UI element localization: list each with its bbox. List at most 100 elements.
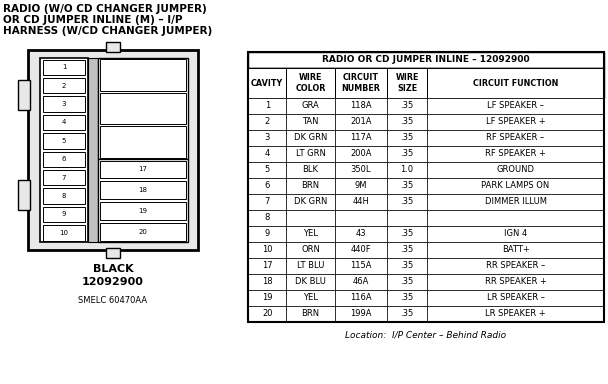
Bar <box>286 226 334 242</box>
Text: 8: 8 <box>264 214 270 222</box>
Bar <box>427 258 604 274</box>
Text: 3: 3 <box>264 134 270 142</box>
Bar <box>248 226 286 242</box>
Text: GROUND: GROUND <box>497 166 534 174</box>
Bar <box>106 42 120 52</box>
Bar <box>334 130 387 146</box>
Bar <box>43 225 85 240</box>
Bar <box>43 133 85 149</box>
Bar <box>248 210 286 226</box>
Text: GRA: GRA <box>302 101 319 111</box>
Bar <box>387 162 427 178</box>
Text: DK GRN: DK GRN <box>294 197 327 207</box>
Text: ORN: ORN <box>301 245 320 255</box>
Bar <box>286 242 334 258</box>
Bar <box>248 68 286 98</box>
Text: .35: .35 <box>401 134 414 142</box>
Text: BRN: BRN <box>302 310 320 318</box>
Bar <box>427 162 604 178</box>
Bar <box>387 178 427 194</box>
Bar <box>248 242 286 258</box>
Text: 44H: 44H <box>353 197 369 207</box>
Bar <box>334 274 387 290</box>
Text: BLK: BLK <box>302 166 319 174</box>
Text: 12092900: 12092900 <box>82 277 144 287</box>
Text: DIMMER ILLUM: DIMMER ILLUM <box>485 197 547 207</box>
Bar <box>427 226 604 242</box>
Bar <box>427 68 604 98</box>
Bar <box>43 207 85 222</box>
Text: 10: 10 <box>60 230 69 236</box>
Text: .35: .35 <box>401 262 414 270</box>
Bar <box>334 68 387 98</box>
Text: .35: .35 <box>401 278 414 286</box>
Bar <box>427 242 604 258</box>
Bar <box>248 162 286 178</box>
Bar <box>286 210 334 226</box>
Text: RF SPEAKER +: RF SPEAKER + <box>485 149 546 159</box>
Bar <box>248 130 286 146</box>
Bar <box>286 290 334 306</box>
Text: 43: 43 <box>356 230 366 238</box>
Text: .35: .35 <box>401 245 414 255</box>
Bar <box>427 98 604 114</box>
Bar <box>98 159 188 242</box>
Text: Location:  I/P Center – Behind Radio: Location: I/P Center – Behind Radio <box>345 330 506 339</box>
Text: 9M: 9M <box>354 182 367 190</box>
Bar <box>43 78 85 93</box>
Bar <box>248 306 286 322</box>
Text: LF SPEAKER –: LF SPEAKER – <box>487 101 544 111</box>
Text: RF SPEAKER –: RF SPEAKER – <box>486 134 545 142</box>
Bar <box>334 306 387 322</box>
Text: WIRE
SIZE: WIRE SIZE <box>395 73 419 93</box>
Text: DK BLU: DK BLU <box>295 278 326 286</box>
Bar <box>387 98 427 114</box>
Bar <box>334 290 387 306</box>
Text: 19: 19 <box>139 208 148 214</box>
Text: 1.0: 1.0 <box>401 166 413 174</box>
Bar <box>100 126 186 158</box>
Text: 17: 17 <box>139 166 148 172</box>
Bar <box>334 162 387 178</box>
Bar <box>286 130 334 146</box>
Text: TAN: TAN <box>302 118 319 126</box>
Bar <box>387 68 427 98</box>
Text: RR SPEAKER –: RR SPEAKER – <box>486 262 545 270</box>
Bar <box>427 130 604 146</box>
Bar <box>387 130 427 146</box>
Bar <box>387 210 427 226</box>
Text: 7: 7 <box>264 197 270 207</box>
Bar <box>387 114 427 130</box>
Text: CIRCUIT FUNCTION: CIRCUIT FUNCTION <box>473 78 558 88</box>
Text: 200A: 200A <box>350 149 371 159</box>
Bar <box>334 194 387 210</box>
Bar <box>248 178 286 194</box>
Bar <box>18 80 30 110</box>
Bar <box>43 115 85 130</box>
Text: IGN 4: IGN 4 <box>504 230 527 238</box>
Bar <box>387 258 427 274</box>
Text: 46A: 46A <box>353 278 369 286</box>
Bar <box>286 68 334 98</box>
Text: 201A: 201A <box>350 118 371 126</box>
Bar <box>248 258 286 274</box>
Text: 440F: 440F <box>351 245 371 255</box>
Bar <box>248 274 286 290</box>
Bar <box>427 178 604 194</box>
Bar <box>43 96 85 112</box>
Text: 1: 1 <box>62 64 66 70</box>
Text: LR SPEAKER +: LR SPEAKER + <box>485 310 546 318</box>
Text: .35: .35 <box>401 101 414 111</box>
Text: 1: 1 <box>264 101 270 111</box>
Text: 9: 9 <box>264 230 270 238</box>
Bar <box>43 188 85 204</box>
Bar <box>334 226 387 242</box>
Bar <box>43 60 85 75</box>
Bar <box>387 242 427 258</box>
Text: CIRCUIT
NUMBER: CIRCUIT NUMBER <box>342 73 380 93</box>
Bar <box>427 290 604 306</box>
Text: 115A: 115A <box>350 262 371 270</box>
Text: LT BLU: LT BLU <box>297 262 324 270</box>
Text: .35: .35 <box>401 149 414 159</box>
Text: OR CD JUMPER INLINE (M) – I/P: OR CD JUMPER INLINE (M) – I/P <box>3 15 182 25</box>
